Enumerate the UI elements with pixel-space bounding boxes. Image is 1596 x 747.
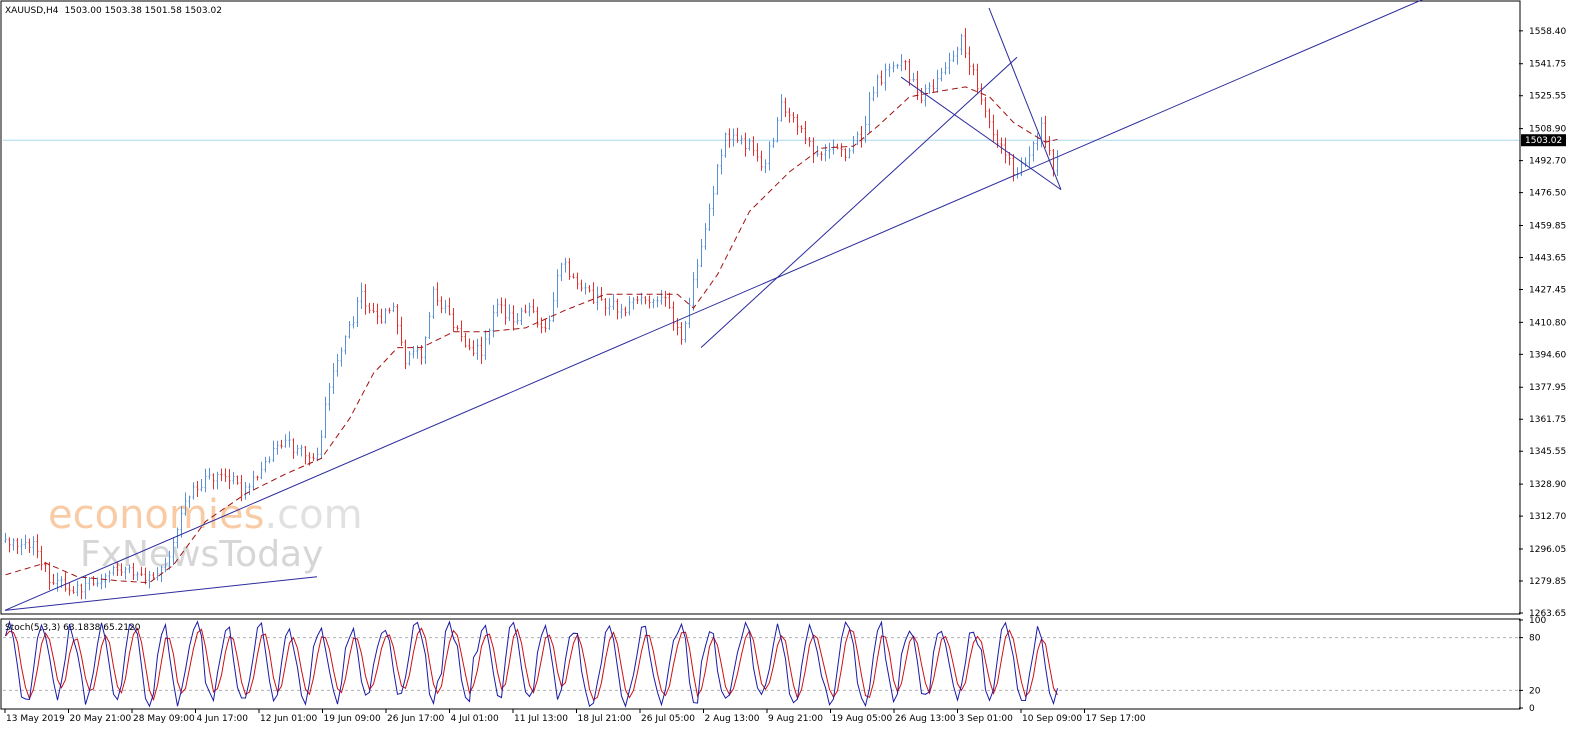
price-tick-label: 1443.65 (1529, 253, 1566, 263)
osc-level-label: 80 (1529, 634, 1541, 644)
price-tick-label: 1279.85 (1529, 577, 1566, 587)
price-tick-label: 1410.80 (1529, 318, 1566, 328)
time-tick-label: 13 May 2019 (6, 714, 65, 724)
trendline-main-support (4, 0, 1423, 611)
current-price-label: 1503.02 (1525, 136, 1562, 146)
time-tick-label: 4 Jun 17:00 (197, 714, 249, 724)
price-tick-label: 1427.45 (1529, 285, 1566, 295)
price-tick-label: 1296.05 (1529, 545, 1566, 555)
time-tick-label: 18 Jul 21:00 (578, 714, 632, 724)
time-tick-label: 19 Jun 09:00 (324, 714, 381, 724)
price-tick-label: 1263.65 (1529, 609, 1566, 619)
price-tick-label: 1312.70 (1529, 512, 1566, 522)
price-tick-label: 1328.90 (1529, 480, 1566, 490)
price-tick-label: 1361.75 (1529, 415, 1566, 425)
trendline-rally-line (700, 56, 1018, 349)
time-tick-label: 11 Jul 13:00 (514, 714, 568, 724)
trendline-channel-upper (988, 7, 1062, 190)
osc-level-label: 20 (1529, 686, 1541, 696)
watermark-suffix: .com (264, 492, 362, 538)
time-tick-label: 4 Jul 01:00 (451, 714, 500, 724)
osc-level-label: 0 (1529, 704, 1535, 714)
price-tick-label: 1492.70 (1529, 157, 1566, 167)
current-price-box (1521, 134, 1566, 147)
watermark-main: economies (48, 492, 264, 538)
watermark-line1: economies.com (48, 492, 363, 538)
price-tick-label: 1394.60 (1529, 350, 1566, 360)
main-pane-frame (0, 0, 1521, 615)
price-tick-label: 1377.95 (1529, 383, 1566, 393)
oscillator-layer (3, 620, 1519, 708)
time-tick-label: 3 Sep 01:00 (959, 714, 1014, 724)
trendline-early-support (4, 576, 318, 611)
oscillator-label: Stoch(5,3,3) 63.1838 65.2120 (5, 623, 141, 633)
axis-layer: 1558.40 1541.75 1525.55 1508.90 1492.70 1476.… (4, 27, 1566, 724)
time-tick-label: 20 May 21:00 (70, 714, 132, 724)
time-tick-label: 28 May 09:00 (133, 714, 195, 724)
price-tick-label: 1508.90 (1529, 125, 1566, 135)
ohlc-values: 1503.00 1503.38 1501.58 1503.02 (65, 6, 222, 16)
time-tick-label: 9 Aug 21:00 (768, 714, 823, 724)
time-tick-label: 26 Aug 13:00 (895, 714, 956, 724)
time-tick-label: 12 Jun 01:00 (260, 714, 317, 724)
symbol-label: XAUUSD,H4 (5, 6, 59, 16)
time-tick-label: 10 Sep 09:00 (1022, 714, 1082, 724)
price-tick-label: 1476.50 (1529, 189, 1566, 199)
time-tick-label: 26 Jun 17:00 (387, 714, 444, 724)
price-tick-label: 1541.75 (1529, 60, 1566, 70)
chart-header: XAUUSD,H4 1503.00 1503.38 1501.58 1503.02 (5, 6, 222, 16)
stoch-main-line (5, 620, 1058, 708)
time-tick-label: 26 Jul 05:00 (641, 714, 695, 724)
trendline-channel-lower (900, 76, 1062, 191)
time-tick-label: 2 Aug 13:00 (705, 714, 760, 724)
moving-average-line (5, 86, 1058, 584)
price-layer (3, 0, 1519, 611)
price-tick-label: 1345.55 (1529, 447, 1566, 457)
price-tick-label: 1558.40 (1529, 27, 1566, 37)
price-tick-label: 1459.85 (1529, 221, 1566, 231)
time-tick-label: 17 Sep 17:00 (1086, 714, 1146, 724)
watermark-logo: economies.com FxNewsToday (48, 492, 363, 575)
watermark-line2: FxNewsToday (80, 534, 323, 575)
price-tick-label: 1525.55 (1529, 92, 1566, 102)
osc-level-label: 100 (1529, 616, 1546, 626)
time-tick-label: 19 Aug 05:00 (832, 714, 893, 724)
oscillator-pane-frame (0, 618, 1521, 710)
